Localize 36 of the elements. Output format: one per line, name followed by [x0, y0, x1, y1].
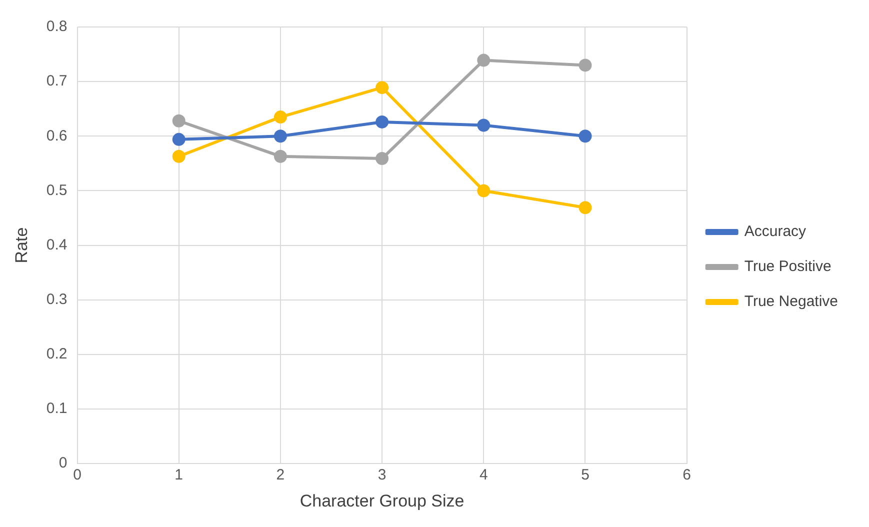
legend-label: True Positive [744, 258, 832, 276]
y-tick-label: 0.5 [46, 182, 68, 199]
x-tick-label: 1 [174, 466, 184, 484]
point [376, 115, 389, 128]
point [274, 110, 287, 124]
y-tick-label: 0.2 [46, 346, 68, 363]
y-tick-label: 0.1 [46, 400, 68, 418]
x-tick-label: 3 [378, 466, 386, 484]
x-tick-label: 6 [682, 466, 692, 484]
point [477, 118, 490, 132]
point [578, 58, 592, 72]
point [274, 130, 287, 143]
point [477, 54, 490, 67]
legend-label: True Negative [744, 293, 838, 310]
point [376, 152, 389, 166]
legend-label: Accuracy [744, 223, 807, 240]
y-tick-label: 0.8 [46, 18, 68, 36]
y-axis-title: Rate [12, 227, 31, 264]
y-tick-label: 0.7 [46, 72, 68, 90]
y-tick-label: 0.4 [46, 236, 68, 254]
point [172, 114, 186, 128]
y-tick-label: 0.6 [46, 127, 68, 144]
point [274, 150, 287, 163]
point [578, 201, 592, 214]
point [172, 150, 186, 163]
point [477, 184, 490, 198]
x-tick-label: 5 [581, 466, 590, 484]
x-axis-title: Character Group Size [300, 491, 464, 510]
x-tick-label: 4 [479, 466, 488, 484]
x-tick-label: 2 [276, 466, 285, 484]
y-tick-label: 0.3 [46, 291, 68, 308]
point [376, 81, 389, 94]
y-tick-label: 0 [58, 454, 68, 472]
x-tick-label: 0 [73, 466, 82, 484]
point [172, 132, 186, 146]
point [578, 130, 592, 143]
